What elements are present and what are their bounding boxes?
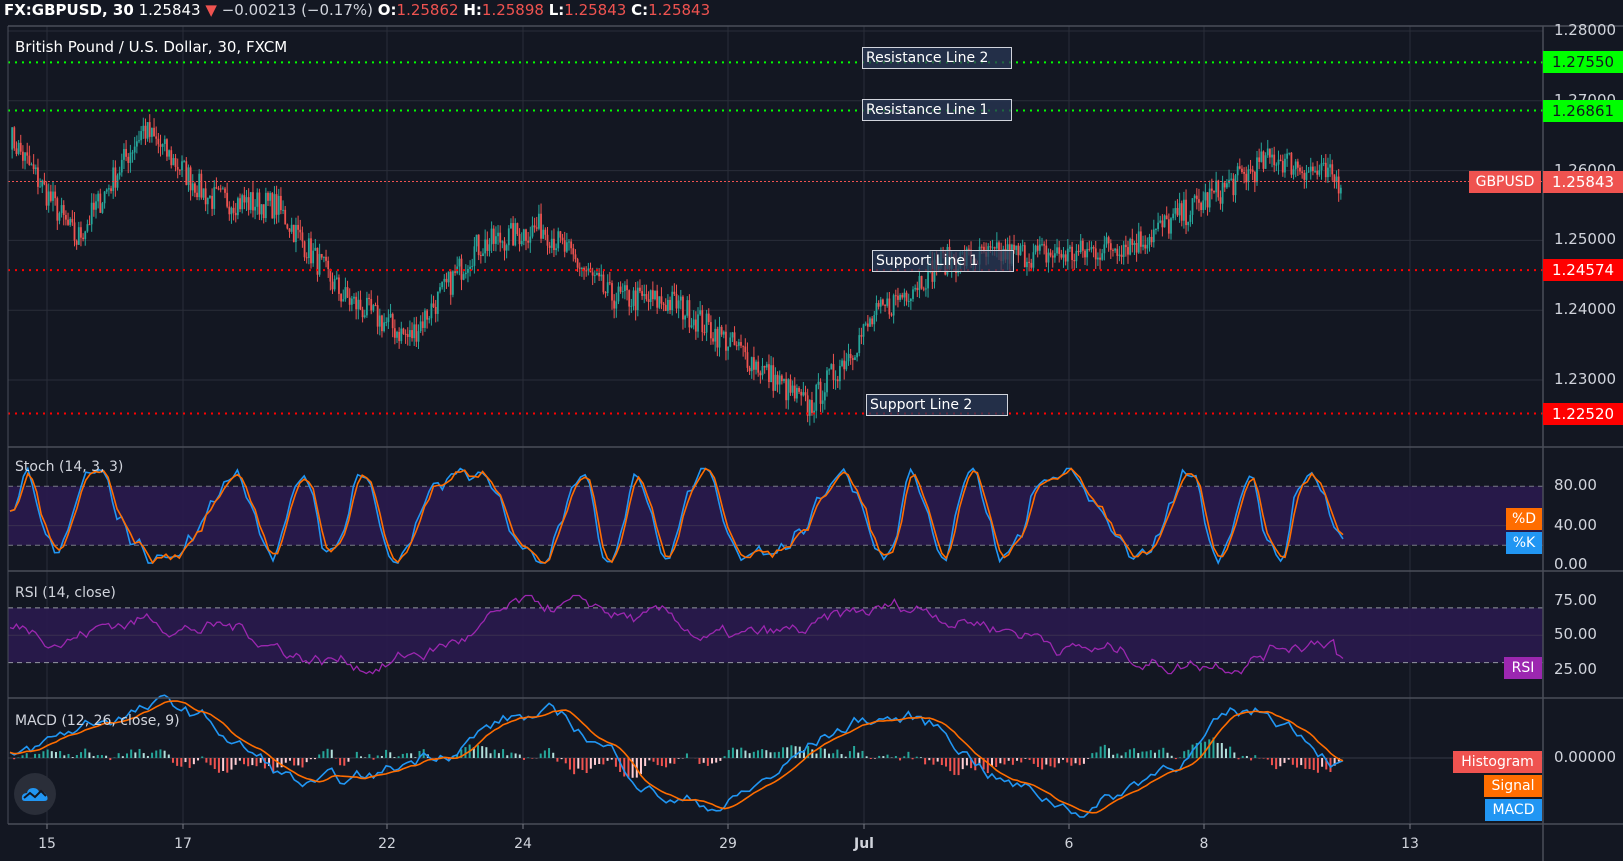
time-axis-tick: 29 <box>719 836 737 852</box>
stoch-k-tag: %K <box>1506 532 1542 554</box>
low-label: L: <box>548 1 565 19</box>
time-axis-tick: 24 <box>514 836 532 852</box>
line-label-support-line-1[interactable]: Support Line 1 <box>872 250 1014 272</box>
stoch-pane <box>8 466 1543 565</box>
line-label-resistance-line-2[interactable]: Resistance Line 2 <box>862 47 1012 69</box>
macd-axis-tick: 0.00000 <box>1554 748 1617 766</box>
rsi-axis-tick: 50.00 <box>1554 625 1597 644</box>
stoch-title[interactable]: Stoch (14, 3, 3) <box>15 459 124 475</box>
macd-pane <box>8 694 1543 818</box>
stoch-d-tag: %D <box>1506 508 1542 530</box>
rsi-pane <box>8 594 1543 675</box>
symbol-name[interactable]: FX:GBPUSD, 30 <box>4 1 134 19</box>
symbol-price-tag: GBPUSD <box>1469 170 1541 193</box>
open-label: O: <box>377 1 397 19</box>
line-price-tag: 1.24574 <box>1543 259 1623 282</box>
price-axis-tick: 1.23000 <box>1554 370 1617 388</box>
price-axis-tick: 1.25000 <box>1554 230 1617 249</box>
support-resistance-lines[interactable] <box>8 61 1543 415</box>
low-value: 1.25843 <box>564 1 627 19</box>
high-label: H: <box>463 1 482 19</box>
price-change: −0.00213 (−0.17%) <box>221 1 373 19</box>
main-pane-title: British Pound / U.S. Dollar, 30, FXCM <box>15 38 288 56</box>
stoch-axis-tick: 0.00 <box>1554 555 1588 573</box>
stoch-axis-tick: 80.00 <box>1554 476 1597 495</box>
time-axis-tick: 8 <box>1199 836 1209 852</box>
macd-line-tag: MACD <box>1485 799 1542 821</box>
time-axis-tick: 17 <box>174 836 192 852</box>
close-label: C: <box>631 1 649 19</box>
pane-separators[interactable] <box>7 25 1623 861</box>
rsi-axis-tick: 25.00 <box>1554 659 1597 678</box>
cloud-chart-icon <box>21 788 48 801</box>
price-axis-tick: 1.24000 <box>1554 300 1617 319</box>
tradingview-logo[interactable] <box>14 773 56 815</box>
close-value: 1.25843 <box>648 1 711 19</box>
time-axis-tick: 22 <box>378 836 396 852</box>
macd-title[interactable]: MACD (12, 26, close, 9) <box>15 713 180 729</box>
rsi-title[interactable]: RSI (14, close) <box>15 585 116 601</box>
open-value: 1.25862 <box>396 1 459 19</box>
line-label-resistance-line-1[interactable]: Resistance Line 1 <box>862 99 1012 121</box>
down-arrow-icon: ▼ <box>205 1 217 19</box>
time-axis-tick: 15 <box>38 836 56 852</box>
grid-lines <box>8 26 1543 824</box>
high-value: 1.25898 <box>481 1 544 19</box>
macd-histogram-tag: Histogram <box>1453 751 1542 773</box>
rsi-axis-tick: 75.00 <box>1554 591 1597 609</box>
stoch-axis-tick: 40.00 <box>1554 515 1597 534</box>
last-price: 1.25843 <box>138 1 201 19</box>
macd-signal-tag: Signal <box>1484 775 1542 797</box>
line-price-tag: 1.26861 <box>1543 99 1623 122</box>
symbol-legend: FX:GBPUSD, 30 1.25843 ▼ −0.00213 (−0.17%… <box>4 0 710 22</box>
rsi-tag: RSI <box>1504 657 1542 679</box>
time-axis-tick: 6 <box>1064 836 1074 852</box>
line-label-support-line-2[interactable]: Support Line 2 <box>866 394 1008 416</box>
time-axis-tick: Jul <box>854 836 874 852</box>
current-price-tag: 1.25843 <box>1543 170 1623 193</box>
line-price-tag: 1.27550 <box>1543 51 1623 74</box>
price-axis-tick: 1.28000 <box>1554 21 1617 39</box>
line-price-tag: 1.22520 <box>1543 402 1623 425</box>
time-axis-tick: 13 <box>1401 836 1419 852</box>
